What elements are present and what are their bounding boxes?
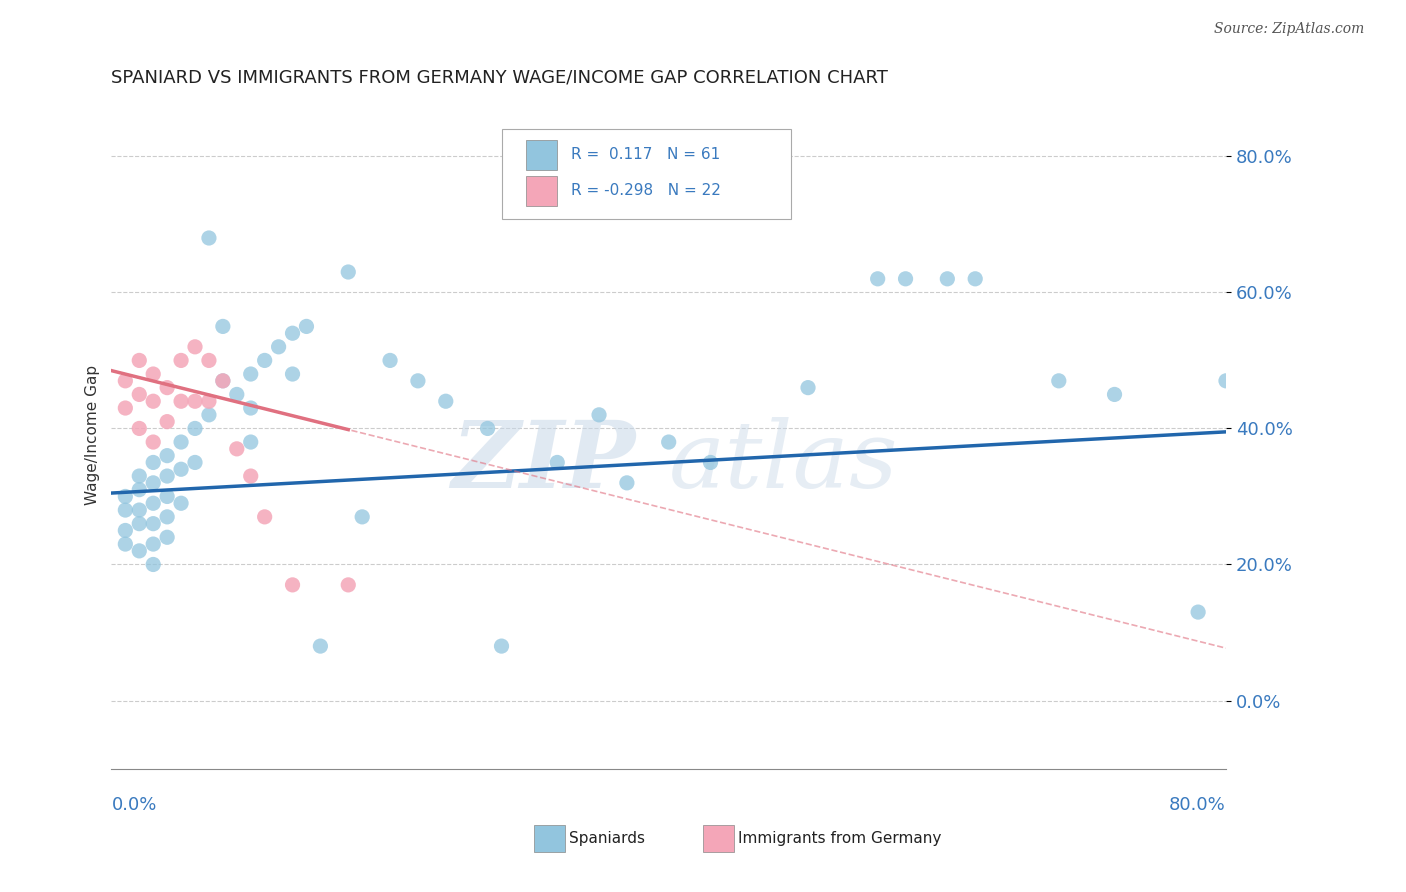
- Point: [212, 374, 235, 388]
- Point: [1047, 374, 1070, 388]
- Point: [198, 231, 221, 245]
- Point: [170, 435, 193, 450]
- Point: [128, 516, 150, 531]
- Point: [142, 435, 165, 450]
- Point: [114, 374, 136, 388]
- Point: [198, 394, 221, 409]
- Point: [142, 394, 165, 409]
- Point: [184, 340, 207, 354]
- Point: [170, 353, 193, 368]
- Point: [128, 421, 150, 435]
- Text: 80.0%: 80.0%: [1170, 796, 1226, 814]
- Point: [114, 524, 136, 538]
- Point: [546, 455, 568, 469]
- Text: SPANIARD VS IMMIGRANTS FROM GERMANY WAGE/INCOME GAP CORRELATION CHART: SPANIARD VS IMMIGRANTS FROM GERMANY WAGE…: [111, 69, 889, 87]
- Point: [198, 408, 221, 422]
- Point: [936, 272, 959, 286]
- Point: [894, 272, 917, 286]
- Point: [337, 578, 360, 592]
- Point: [281, 326, 304, 341]
- FancyBboxPatch shape: [526, 140, 557, 169]
- Point: [142, 475, 165, 490]
- Point: [699, 455, 721, 469]
- Point: [309, 639, 332, 653]
- Point: [156, 530, 179, 544]
- Text: atlas: atlas: [669, 417, 898, 507]
- Point: [114, 490, 136, 504]
- Point: [477, 421, 499, 435]
- Point: [406, 374, 429, 388]
- Point: [142, 558, 165, 572]
- Point: [114, 537, 136, 551]
- Point: [658, 435, 681, 450]
- Point: [142, 537, 165, 551]
- Point: [128, 483, 150, 497]
- Point: [337, 265, 360, 279]
- Point: [156, 415, 179, 429]
- Text: Source: ZipAtlas.com: Source: ZipAtlas.com: [1213, 22, 1364, 37]
- Point: [239, 401, 262, 415]
- Point: [156, 509, 179, 524]
- Point: [142, 367, 165, 381]
- Point: [267, 340, 290, 354]
- Point: [142, 516, 165, 531]
- Point: [965, 272, 987, 286]
- Point: [212, 374, 235, 388]
- Text: Immigrants from Germany: Immigrants from Germany: [738, 831, 942, 846]
- Point: [352, 509, 374, 524]
- Point: [1187, 605, 1209, 619]
- Point: [184, 421, 207, 435]
- Point: [128, 469, 150, 483]
- Point: [128, 503, 150, 517]
- Text: 0.0%: 0.0%: [111, 796, 157, 814]
- Point: [239, 435, 262, 450]
- Point: [142, 496, 165, 510]
- Point: [866, 272, 889, 286]
- Point: [184, 394, 207, 409]
- Point: [378, 353, 401, 368]
- FancyBboxPatch shape: [502, 128, 792, 219]
- Text: ZIP: ZIP: [451, 417, 636, 507]
- Point: [253, 509, 276, 524]
- Point: [128, 544, 150, 558]
- Text: R =  0.117   N = 61: R = 0.117 N = 61: [571, 147, 720, 162]
- Point: [797, 381, 820, 395]
- Text: Spaniards: Spaniards: [569, 831, 645, 846]
- Point: [239, 367, 262, 381]
- Point: [491, 639, 513, 653]
- Point: [239, 469, 262, 483]
- Point: [156, 449, 179, 463]
- Point: [616, 475, 638, 490]
- Point: [588, 408, 610, 422]
- Point: [1104, 387, 1126, 401]
- Text: R = -0.298   N = 22: R = -0.298 N = 22: [571, 184, 720, 198]
- Point: [170, 462, 193, 476]
- Point: [170, 394, 193, 409]
- Point: [225, 442, 247, 456]
- Point: [1215, 374, 1237, 388]
- Point: [225, 387, 247, 401]
- Y-axis label: Wage/Income Gap: Wage/Income Gap: [86, 365, 100, 505]
- Point: [156, 469, 179, 483]
- Point: [295, 319, 318, 334]
- Point: [212, 319, 235, 334]
- Point: [281, 367, 304, 381]
- Point: [198, 353, 221, 368]
- Point: [253, 353, 276, 368]
- Point: [142, 455, 165, 469]
- Point: [434, 394, 457, 409]
- FancyBboxPatch shape: [526, 176, 557, 206]
- Point: [156, 490, 179, 504]
- Point: [170, 496, 193, 510]
- Point: [281, 578, 304, 592]
- Point: [114, 503, 136, 517]
- Point: [128, 387, 150, 401]
- Point: [184, 455, 207, 469]
- Point: [128, 353, 150, 368]
- Point: [156, 381, 179, 395]
- Point: [114, 401, 136, 415]
